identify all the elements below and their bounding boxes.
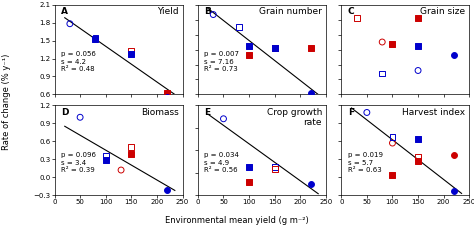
Point	[414, 69, 422, 72]
Text: Grain number: Grain number	[259, 7, 322, 16]
Point	[353, 16, 360, 20]
Text: Environmental mean yield (g m⁻²): Environmental mean yield (g m⁻²)	[165, 216, 309, 225]
Point	[91, 37, 99, 41]
Text: C: C	[347, 7, 354, 16]
Text: Grain size: Grain size	[420, 7, 465, 16]
Point	[117, 168, 125, 172]
Point	[389, 135, 396, 138]
Point	[414, 138, 422, 141]
Point	[389, 42, 396, 45]
Point	[164, 189, 171, 192]
Text: E: E	[204, 108, 210, 117]
Point	[389, 141, 396, 145]
Point	[271, 167, 279, 171]
Point	[378, 40, 386, 44]
Text: Crop growth
rate: Crop growth rate	[267, 108, 322, 127]
Point	[76, 116, 84, 119]
Text: Rate of change (% y⁻¹): Rate of change (% y⁻¹)	[2, 54, 11, 150]
Text: p = 0.019
s = 5.7
R² = 0.63: p = 0.019 s = 5.7 R² = 0.63	[347, 152, 383, 173]
Point	[307, 199, 314, 203]
Point	[271, 46, 279, 50]
Point	[91, 36, 99, 39]
Point	[128, 52, 135, 56]
Point	[414, 44, 422, 48]
Point	[271, 46, 279, 50]
Text: p = 0.034
s = 4.9
R² = 0.56: p = 0.034 s = 4.9 R² = 0.56	[204, 152, 239, 173]
Text: Biomass: Biomass	[141, 108, 179, 117]
Point	[102, 154, 109, 158]
Point	[245, 53, 253, 56]
Point	[450, 153, 458, 157]
Point	[307, 46, 314, 50]
Text: F: F	[347, 108, 354, 117]
Point	[128, 49, 135, 53]
Point	[219, 117, 227, 121]
Point	[389, 174, 396, 177]
Text: A: A	[61, 7, 68, 16]
Point	[307, 92, 314, 95]
Point	[378, 72, 386, 75]
Point	[210, 13, 217, 16]
Point	[414, 159, 422, 163]
Text: p = 0.056
s = 4.2
R² = 0.48: p = 0.056 s = 4.2 R² = 0.48	[61, 51, 96, 72]
Point	[307, 182, 314, 186]
Text: D: D	[61, 108, 68, 117]
Text: Harvest index: Harvest index	[402, 108, 465, 117]
Point	[245, 165, 253, 169]
Point	[245, 180, 253, 184]
Point	[128, 146, 135, 149]
Point	[128, 153, 135, 156]
Point	[66, 22, 73, 26]
Point	[164, 96, 171, 99]
Point	[271, 165, 279, 169]
Text: p = 0.096
s = 3.4
R² = 0.39: p = 0.096 s = 3.4 R² = 0.39	[61, 152, 96, 173]
Point	[363, 111, 371, 114]
Text: Yield: Yield	[157, 7, 179, 16]
Point	[245, 44, 253, 48]
Text: p = 0.007
s = 7.16
R² = 0.73: p = 0.007 s = 7.16 R² = 0.73	[204, 51, 239, 72]
Point	[235, 25, 243, 29]
Point	[414, 156, 422, 159]
Point	[450, 53, 458, 57]
Point	[102, 159, 109, 162]
Point	[450, 189, 458, 192]
Point	[414, 16, 422, 20]
Text: B: B	[204, 7, 211, 16]
Point	[164, 91, 171, 95]
